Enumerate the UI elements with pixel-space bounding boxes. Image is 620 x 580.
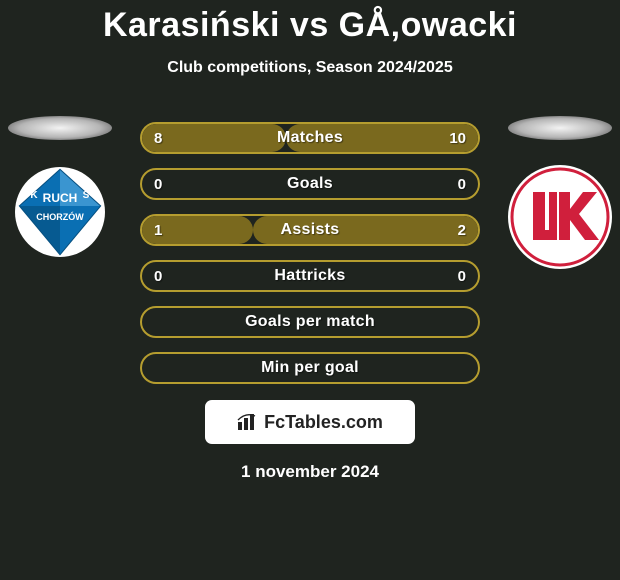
- stat-value-right: 10: [449, 124, 466, 152]
- club-left: RUCH CHORZÓW K S: [0, 108, 120, 267]
- bar-chart-icon: [237, 413, 259, 431]
- date-label: 1 november 2024: [0, 462, 620, 482]
- stat-label: Goals per match: [245, 313, 375, 331]
- club-right: [500, 108, 620, 277]
- attribution-text: FcTables.com: [264, 412, 383, 433]
- stat-bar-fill-left: [142, 124, 286, 152]
- svg-text:CHORZÓW: CHORZÓW: [36, 211, 84, 222]
- stat-value-left: 1: [154, 216, 162, 244]
- stat-label: Hattricks: [274, 267, 345, 285]
- stat-bar-gpm: Goals per match: [140, 306, 480, 338]
- stat-value-right: 0: [458, 170, 466, 198]
- svg-text:K: K: [30, 190, 38, 201]
- attribution-badge[interactable]: FcTables.com: [205, 400, 415, 444]
- stat-value-right: 0: [458, 262, 466, 290]
- stat-value-left: 0: [154, 170, 162, 198]
- ruch-chorzow-logo-icon: RUCH CHORZÓW K S: [10, 162, 110, 262]
- stat-value-left: 8: [154, 124, 162, 152]
- page-title: Karasiński vs GÅ‚owacki: [103, 6, 517, 45]
- club-left-logo: RUCH CHORZÓW K S: [10, 162, 110, 267]
- lks-logo-icon: [505, 162, 615, 272]
- shadow-ellipse-icon: [508, 116, 612, 140]
- stat-label: Min per goal: [261, 359, 359, 377]
- stat-value-left: 0: [154, 262, 162, 290]
- stat-label: Matches: [277, 129, 343, 147]
- svg-text:S: S: [83, 190, 90, 201]
- stat-bar-hattricks: Hattricks 0 0: [140, 260, 480, 292]
- comparison-page: Karasiński vs GÅ‚owacki Club competition…: [0, 0, 620, 580]
- stat-label: Goals: [287, 175, 333, 193]
- stat-bar-goals: Goals 0 0: [140, 168, 480, 200]
- stat-value-right: 2: [458, 216, 466, 244]
- shadow-ellipse-icon: [8, 116, 112, 140]
- stat-bar-mpg: Min per goal: [140, 352, 480, 384]
- page-subtitle: Club competitions, Season 2024/2025: [167, 59, 452, 77]
- stats-bars: Matches810Goals00Assists12Hattricks00Goa…: [140, 108, 480, 384]
- svg-text:RUCH: RUCH: [43, 191, 78, 205]
- stat-label: Assists: [280, 221, 339, 239]
- stat-bar-assists: Assists 1 2: [140, 214, 480, 246]
- content: RUCH CHORZÓW K S: [0, 108, 620, 482]
- club-right-logo: [505, 162, 615, 277]
- stat-bar-matches: Matches 8 10: [140, 122, 480, 154]
- attribution-content: FcTables.com: [237, 412, 383, 433]
